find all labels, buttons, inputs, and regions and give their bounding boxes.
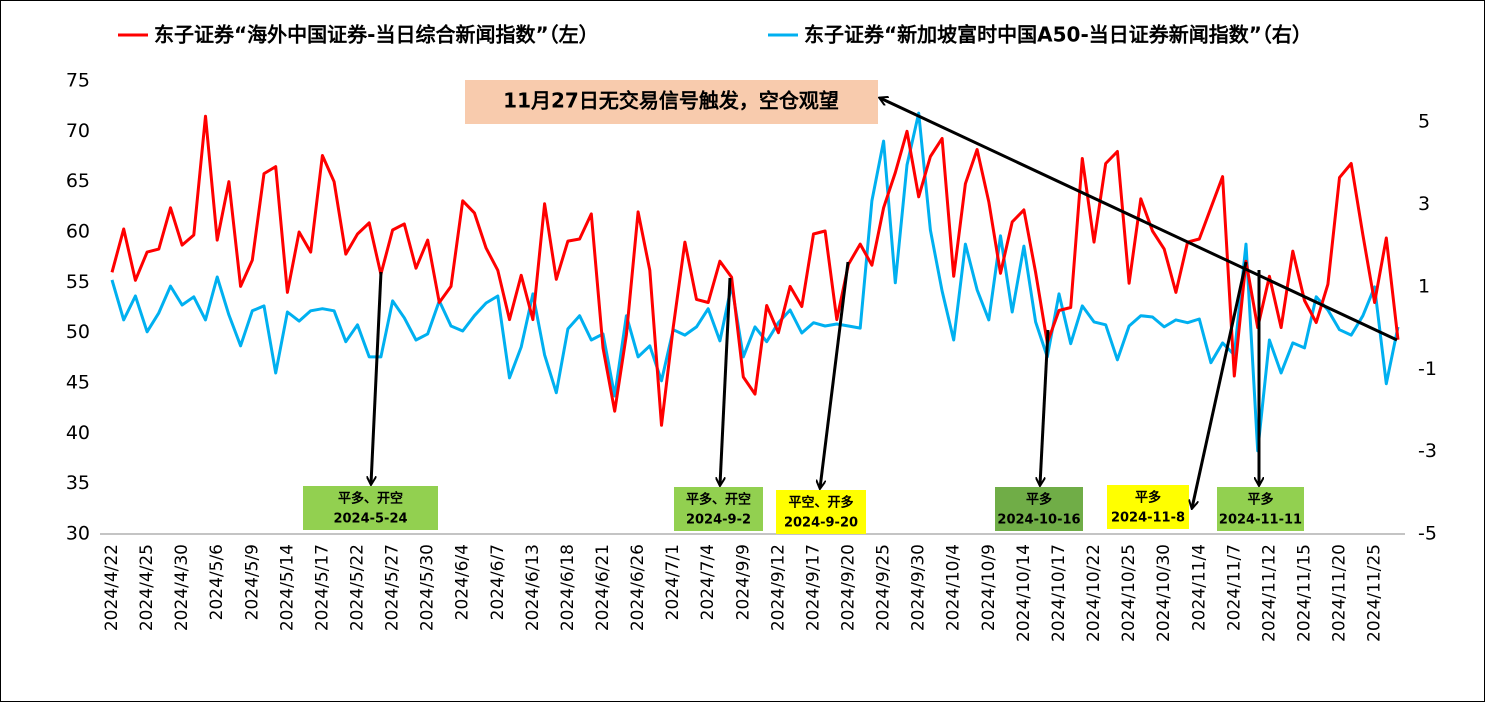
y2-tick-label: 3 bbox=[1418, 193, 1430, 215]
x-tick-label: 2024/11/7 bbox=[1224, 544, 1244, 631]
annotation-box bbox=[1217, 487, 1304, 531]
legend-label: 东子证券“新加坡富时中国A50-当日证券新闻指数”（右） bbox=[804, 23, 1312, 47]
x-tick-label: 2024/4/22 bbox=[102, 544, 122, 631]
x-tick-label: 2024/11/25 bbox=[1365, 544, 1385, 642]
y-tick-label: 45 bbox=[66, 372, 90, 394]
series-line bbox=[110, 114, 1400, 427]
annotation-text: 平多、开空 bbox=[686, 492, 751, 508]
x-tick-label: 2024/6/26 bbox=[628, 544, 648, 631]
x-tick-label: 2024/11/4 bbox=[1189, 544, 1209, 631]
x-tick-label: 2024/6/4 bbox=[453, 544, 473, 620]
annotation-arrow bbox=[1192, 261, 1248, 508]
x-tick-label: 2024/9/25 bbox=[874, 544, 894, 631]
y-tick-label: 55 bbox=[66, 271, 90, 293]
annotation-date: 2024-10-16 bbox=[997, 513, 1080, 528]
annotation-date: 2024-9-2 bbox=[686, 513, 751, 528]
annotation-date: 2024-5-24 bbox=[333, 512, 407, 527]
annotation-arrow bbox=[371, 271, 383, 484]
y-tick-label: 35 bbox=[66, 472, 90, 494]
annotation-box bbox=[776, 490, 866, 534]
x-tick-label: 2024/9/9 bbox=[733, 544, 753, 620]
annotation-box bbox=[303, 486, 438, 530]
x-tick-label: 2024/10/25 bbox=[1119, 544, 1139, 642]
annotation-date: 2024-11-8 bbox=[1111, 511, 1185, 526]
annotation-box bbox=[995, 487, 1083, 531]
annotation-text: 平多 bbox=[1026, 492, 1052, 508]
annotation-box bbox=[674, 487, 763, 531]
y-tick-label: 40 bbox=[66, 422, 90, 444]
x-tick-label: 2024/10/30 bbox=[1154, 544, 1174, 642]
x-tick-label: 2024/10/4 bbox=[944, 544, 964, 631]
annotation-arrow bbox=[820, 261, 850, 488]
x-tick-label: 2024/5/6 bbox=[207, 544, 227, 620]
y-tick-label: 75 bbox=[66, 70, 90, 92]
x-tick-label: 2024/9/17 bbox=[803, 544, 823, 631]
x-tick-label: 2024/9/20 bbox=[839, 544, 859, 631]
annotation-text: 平多 bbox=[1247, 492, 1273, 508]
annotation-text: 平多、开空 bbox=[338, 491, 403, 507]
x-tick-label: 2024/6/7 bbox=[488, 544, 508, 620]
y-tick-label: 65 bbox=[66, 170, 90, 192]
y2-tick-label: -5 bbox=[1418, 523, 1437, 545]
x-tick-label: 2024/7/4 bbox=[698, 544, 718, 620]
x-tick-label: 2024/10/14 bbox=[1014, 544, 1034, 642]
annotation-box bbox=[465, 80, 878, 124]
annotation-box bbox=[1107, 485, 1189, 529]
x-tick-label: 2024/6/21 bbox=[593, 544, 613, 631]
annotation-text: 平空、开多 bbox=[788, 495, 853, 511]
annotation-text: 11月27日无交易信号触发，空仓观望 bbox=[503, 89, 839, 113]
y2-tick-label: 5 bbox=[1418, 111, 1430, 133]
x-tick-label: 2024/10/22 bbox=[1084, 544, 1104, 642]
x-tick-label: 2024/5/9 bbox=[242, 544, 262, 620]
x-tick-label: 2024/5/27 bbox=[383, 544, 403, 631]
annotation-arrow bbox=[720, 277, 732, 485]
annotation-arrow bbox=[880, 98, 1398, 342]
x-tick-label: 2024/11/12 bbox=[1259, 544, 1279, 642]
x-tick-label: 2024/9/12 bbox=[768, 544, 788, 631]
y-tick-label: 50 bbox=[66, 321, 90, 343]
series-line bbox=[110, 111, 1400, 453]
x-tick-label: 2024/5/22 bbox=[348, 544, 368, 631]
x-tick-label: 2024/5/30 bbox=[418, 544, 438, 631]
legend-label: 东子证券“海外中国证券-当日综合新闻指数”（左） bbox=[154, 23, 599, 47]
y2-tick-label: 1 bbox=[1418, 275, 1430, 297]
x-tick-label: 2024/11/15 bbox=[1294, 544, 1314, 642]
y-tick-label: 60 bbox=[66, 221, 90, 243]
x-tick-label: 2024/10/17 bbox=[1049, 544, 1069, 642]
y2-tick-label: -1 bbox=[1418, 358, 1437, 380]
x-tick-label: 2024/5/17 bbox=[312, 544, 332, 631]
x-tick-label: 2024/4/25 bbox=[137, 544, 157, 631]
x-tick-label: 2024/10/9 bbox=[979, 544, 999, 631]
y-tick-label: 70 bbox=[66, 120, 90, 142]
annotation-arrow bbox=[1040, 329, 1050, 485]
annotation-text: 平多 bbox=[1135, 490, 1161, 506]
x-tick-label: 2024/6/13 bbox=[523, 544, 543, 631]
x-tick-label: 2024/7/1 bbox=[663, 544, 683, 620]
annotation-date: 2024-11-11 bbox=[1219, 513, 1302, 528]
y2-tick-label: -3 bbox=[1418, 440, 1437, 462]
annotation-date: 2024-9-20 bbox=[784, 516, 858, 531]
x-tick-label: 2024/4/30 bbox=[172, 544, 192, 631]
y-tick-label: 30 bbox=[66, 523, 90, 545]
x-tick-label: 2024/9/30 bbox=[909, 544, 929, 631]
x-tick-label: 2024/6/18 bbox=[558, 544, 578, 631]
x-tick-label: 2024/5/14 bbox=[277, 544, 297, 631]
x-tick-label: 2024/11/20 bbox=[1330, 544, 1350, 642]
